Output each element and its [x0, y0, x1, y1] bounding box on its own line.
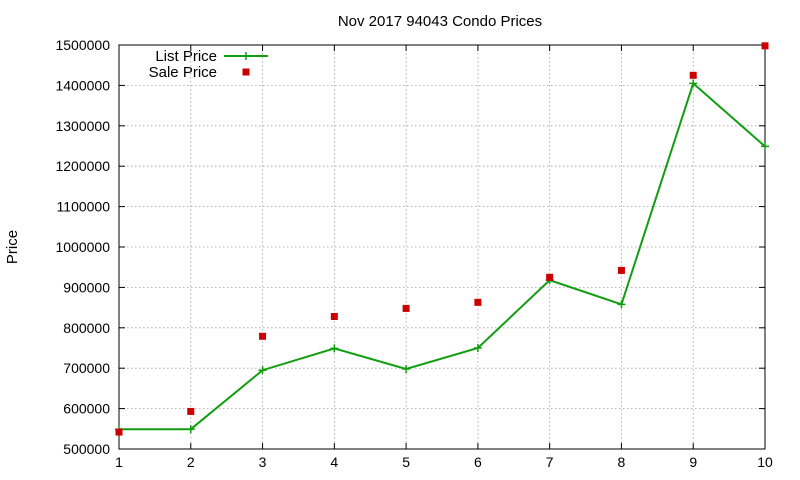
sale-price-point: [761, 42, 769, 50]
y-tick-label: 600000: [63, 401, 110, 417]
x-tick-label: 10: [757, 454, 773, 470]
y-axis-label: Price: [4, 230, 21, 264]
y-tick-label: 900000: [63, 279, 110, 295]
list-price-point: [258, 366, 267, 375]
sale-price-point: [546, 273, 554, 281]
y-tick-label: 1100000: [57, 199, 111, 215]
list-price-point: [761, 142, 769, 151]
y-tick-label: 1400000: [55, 77, 110, 93]
x-tick-label: 2: [187, 454, 195, 470]
x-tick-label: 9: [689, 454, 697, 470]
y-tick-label: 800000: [63, 320, 110, 336]
y-tick-label: 1300000: [55, 118, 110, 134]
x-tick-label: 3: [259, 454, 267, 470]
y-tick-label: 500000: [63, 441, 110, 457]
x-tick-label: 1: [115, 454, 123, 470]
legend-label: List Price: [155, 48, 217, 65]
list-price-point: [473, 344, 482, 352]
x-tick-label: 4: [330, 454, 338, 470]
sale-price-point: [689, 71, 697, 79]
legend-marker-list-price: [242, 52, 250, 60]
legend-marker-sale-price: [242, 68, 250, 76]
y-tick-label: 1000000: [55, 239, 110, 255]
chart-title: Nov 2017 94043 Condo Prices: [338, 13, 542, 30]
list-price-point: [330, 344, 339, 353]
y-tick-label: 1500000: [55, 37, 110, 53]
sale-price-point: [617, 266, 625, 274]
list-price-line: [119, 81, 766, 431]
list-price-point: [689, 79, 698, 88]
x-tick-label: 5: [402, 454, 410, 470]
sale-price-point: [259, 332, 267, 340]
sale-price-point: [330, 312, 338, 320]
sale-price-point: [115, 428, 123, 436]
list-price-point: [402, 365, 411, 374]
sale-price-point: [402, 304, 410, 312]
y-tick-label: 1200000: [55, 158, 110, 174]
legend-label: Sale Price: [149, 64, 217, 81]
y-tick-label: 700000: [63, 360, 110, 376]
list-price-point: [617, 300, 626, 309]
x-tick-label: 8: [618, 454, 626, 470]
x-tick-label: 7: [546, 454, 554, 470]
list-price-point: [186, 425, 195, 434]
axes: 1 2 3 4 5 6 7 8 9 10 500000 600000 700000 800000 90000…: [55, 37, 773, 470]
x-tick-label: 6: [474, 454, 482, 470]
grid: [119, 45, 765, 449]
series: [115, 42, 769, 436]
sale-price-point: [187, 407, 195, 415]
sale-price-point: [474, 298, 482, 306]
